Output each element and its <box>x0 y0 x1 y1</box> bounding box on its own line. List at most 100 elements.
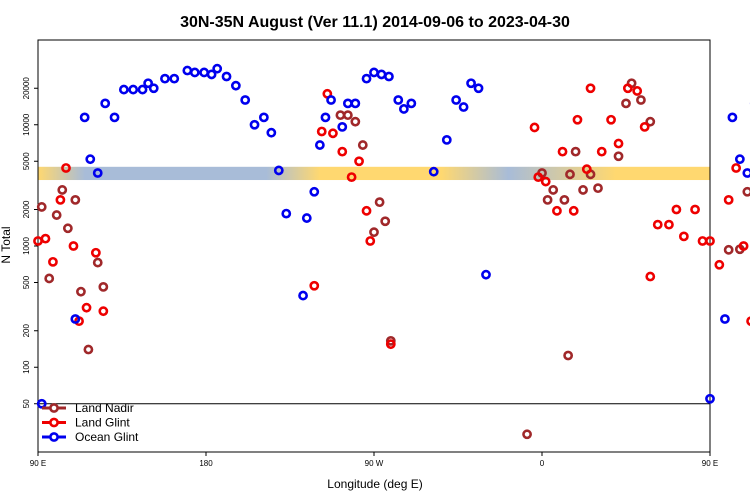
data-point <box>613 151 624 162</box>
data-point <box>568 205 579 216</box>
data-point <box>298 290 308 301</box>
data-point <box>428 166 439 177</box>
data-point <box>44 273 55 284</box>
data-point <box>705 236 715 246</box>
data-point <box>540 176 551 187</box>
data-point <box>671 204 682 215</box>
data-point <box>36 398 47 409</box>
data-point <box>585 83 596 94</box>
data-point <box>473 83 484 94</box>
legend-label: Ocean Glint <box>75 430 139 444</box>
data-point <box>645 271 656 282</box>
legend-marker <box>49 417 59 428</box>
data-point <box>714 259 725 270</box>
data-point <box>100 98 111 109</box>
data-point <box>723 194 734 205</box>
data-point <box>734 154 745 165</box>
data-point <box>79 112 90 123</box>
x-tick-label: 0 <box>540 459 545 468</box>
data-point <box>328 128 338 139</box>
data-point <box>361 73 372 84</box>
data-point <box>458 102 469 112</box>
data-point <box>636 95 646 105</box>
data-point <box>212 63 223 74</box>
data-point <box>393 95 404 105</box>
y-tick-label: 1000 <box>22 237 31 255</box>
data-point <box>357 140 368 150</box>
data-point <box>720 314 730 324</box>
data-point <box>342 98 353 109</box>
data-point <box>230 80 241 91</box>
data-point <box>705 393 715 404</box>
data-point <box>137 84 148 95</box>
data-point <box>559 194 570 205</box>
data-point <box>664 219 674 230</box>
data-point <box>742 168 750 178</box>
data-point <box>738 241 749 251</box>
data-point <box>90 247 101 258</box>
data-point <box>342 110 353 121</box>
data-point <box>697 236 708 246</box>
data-point <box>369 227 379 238</box>
data-point <box>380 216 391 227</box>
data-point <box>570 146 581 157</box>
data-point <box>309 186 320 197</box>
data-point <box>533 172 544 183</box>
data-point <box>68 241 79 251</box>
x-axis-label: Longitude (deg E) <box>327 477 422 491</box>
data-point <box>55 194 66 205</box>
data-point <box>596 146 607 157</box>
plot-frame <box>37 39 711 453</box>
data-point <box>678 231 689 242</box>
y-tick-label: 200 <box>22 324 31 338</box>
data-point <box>81 302 92 313</box>
data-point <box>565 169 575 180</box>
data-point <box>98 306 109 317</box>
data-point <box>118 84 129 95</box>
data-point <box>316 126 327 137</box>
data-point <box>621 98 631 109</box>
band <box>38 166 710 181</box>
data-point <box>690 204 700 215</box>
data-point <box>376 69 387 80</box>
data-point <box>552 205 562 216</box>
data-point <box>48 256 58 267</box>
data-point <box>273 165 284 176</box>
data-point <box>451 95 462 105</box>
y-tick-label: 50 <box>22 399 31 408</box>
x-tick-label: 90 E <box>702 459 718 468</box>
chart-title: 30N-35N August (Ver 11.1) 2014-09-06 to … <box>180 14 570 31</box>
data-point <box>258 112 269 123</box>
data-point <box>221 71 232 82</box>
data-point <box>384 71 394 82</box>
x-tick-label: 90 E <box>30 459 46 468</box>
data-point <box>529 122 540 133</box>
legend-marker <box>49 432 59 442</box>
data-point <box>128 84 139 95</box>
data-point <box>70 194 81 205</box>
legend-label: Land Nadir <box>75 401 134 415</box>
data-point <box>148 83 159 94</box>
data-point <box>320 112 331 123</box>
data-point <box>206 69 217 80</box>
data-point <box>350 98 361 109</box>
data-point <box>361 205 372 216</box>
data-point <box>109 112 120 123</box>
data-point <box>57 185 68 195</box>
data-point <box>350 116 361 127</box>
data-point <box>542 194 553 205</box>
data-point <box>160 73 170 84</box>
data-point <box>62 223 73 234</box>
y-tick-label: 5000 <box>22 152 31 170</box>
data-point <box>374 197 385 208</box>
data-point <box>169 73 180 84</box>
x-tick-label: 90 W <box>365 459 384 468</box>
data-point <box>723 244 734 255</box>
y-tick-label: 10000 <box>22 113 31 136</box>
data-point <box>354 156 364 167</box>
data-point <box>335 110 346 121</box>
data-point <box>92 257 103 268</box>
data-point <box>548 185 559 195</box>
